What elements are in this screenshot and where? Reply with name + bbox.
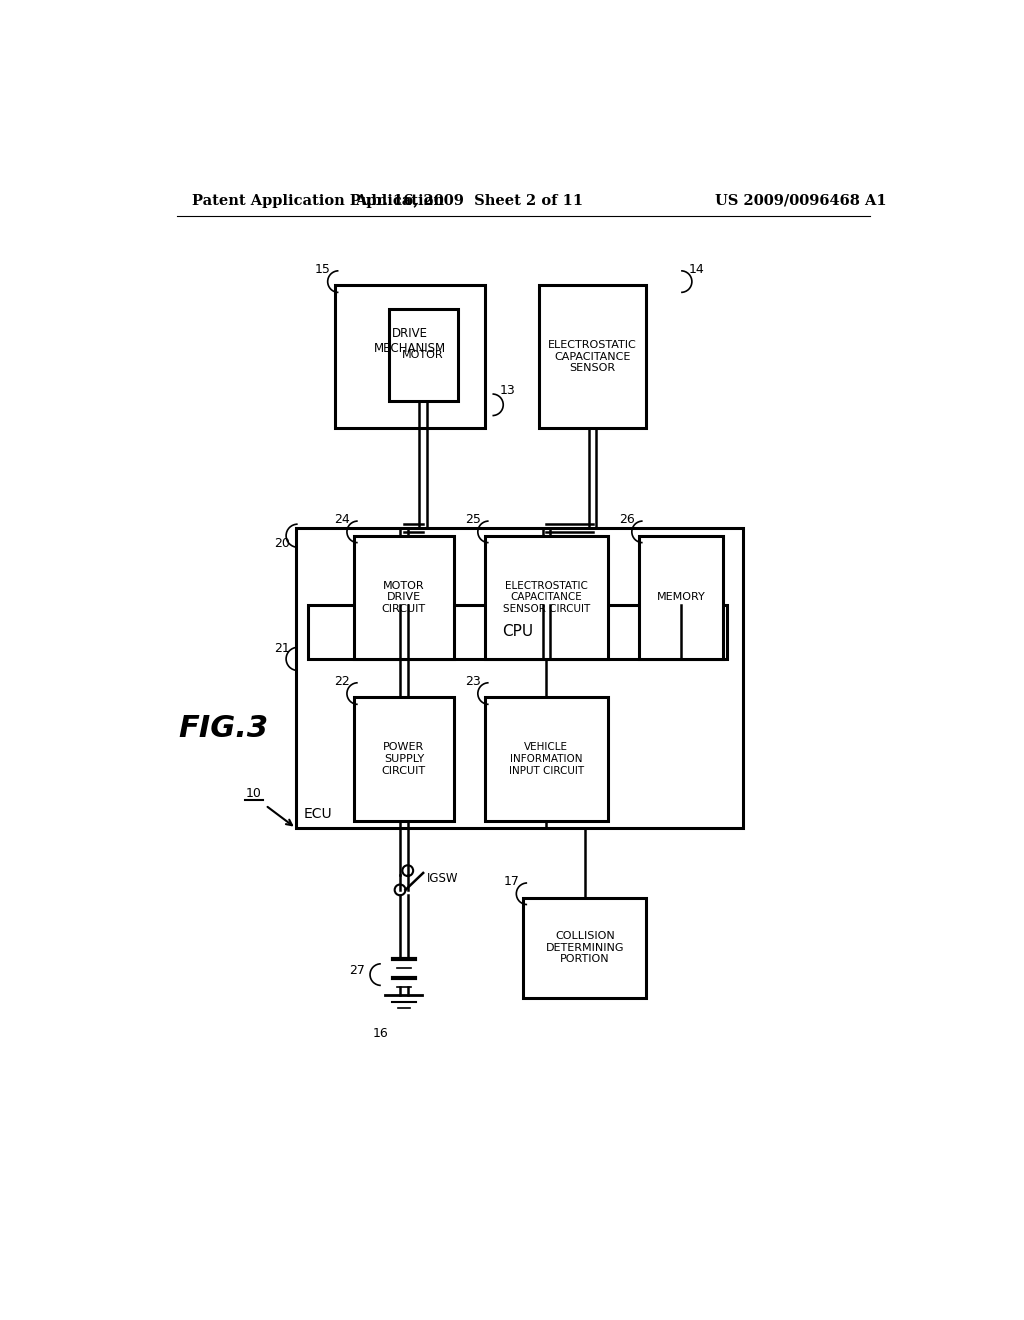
Text: Patent Application Publication: Patent Application Publication	[193, 194, 444, 207]
Bar	[354, 536, 454, 659]
Bar	[354, 697, 454, 821]
Text: MOTOR
DRIVE
CIRCUIT: MOTOR DRIVE CIRCUIT	[382, 581, 426, 614]
Text: US 2009/0096468 A1: US 2009/0096468 A1	[715, 194, 887, 207]
Text: 27: 27	[349, 964, 366, 977]
Text: ELECTROSTATIC
CAPACITANCE
SENSOR CIRCUIT: ELECTROSTATIC CAPACITANCE SENSOR CIRCUIT	[503, 581, 590, 614]
Text: FIG.3: FIG.3	[178, 714, 268, 743]
Bar	[523, 898, 646, 998]
Bar	[296, 528, 742, 829]
Text: POWER
SUPPLY
CIRCUIT: POWER SUPPLY CIRCUIT	[382, 742, 426, 776]
Text: 23: 23	[465, 675, 481, 688]
Text: 21: 21	[274, 642, 290, 655]
Text: 25: 25	[465, 513, 481, 527]
Text: CPU: CPU	[502, 624, 534, 639]
Text: 22: 22	[334, 675, 350, 688]
Bar	[335, 285, 484, 428]
Bar	[484, 697, 608, 821]
Text: 16: 16	[373, 1027, 388, 1040]
Bar	[484, 536, 608, 659]
Text: 24: 24	[334, 513, 350, 527]
Text: ELECTROSTATIC
CAPACITANCE
SENSOR: ELECTROSTATIC CAPACITANCE SENSOR	[548, 341, 637, 374]
Text: 26: 26	[620, 513, 635, 527]
Text: Apr. 16, 2009  Sheet 2 of 11: Apr. 16, 2009 Sheet 2 of 11	[355, 194, 584, 207]
Bar	[388, 309, 458, 401]
Bar	[539, 285, 646, 428]
Text: MEMORY: MEMORY	[656, 593, 706, 602]
Text: 15: 15	[315, 263, 331, 276]
Bar	[639, 536, 724, 659]
Text: MOTOR: MOTOR	[402, 350, 444, 360]
Text: ECU: ECU	[303, 808, 332, 821]
Text: COLLISION
DETERMINING
PORTION: COLLISION DETERMINING PORTION	[546, 931, 624, 964]
Text: 20: 20	[274, 537, 290, 550]
Text: VEHICLE
INFORMATION
INPUT CIRCUIT: VEHICLE INFORMATION INPUT CIRCUIT	[509, 742, 584, 776]
Text: IGSW: IGSW	[427, 871, 459, 884]
Text: DRIVE
MECHANISM: DRIVE MECHANISM	[374, 327, 445, 355]
Text: 17: 17	[504, 875, 519, 888]
Bar	[307, 605, 727, 659]
Text: 14: 14	[689, 263, 705, 276]
Text: 10: 10	[246, 787, 262, 800]
Text: 13: 13	[500, 384, 516, 397]
